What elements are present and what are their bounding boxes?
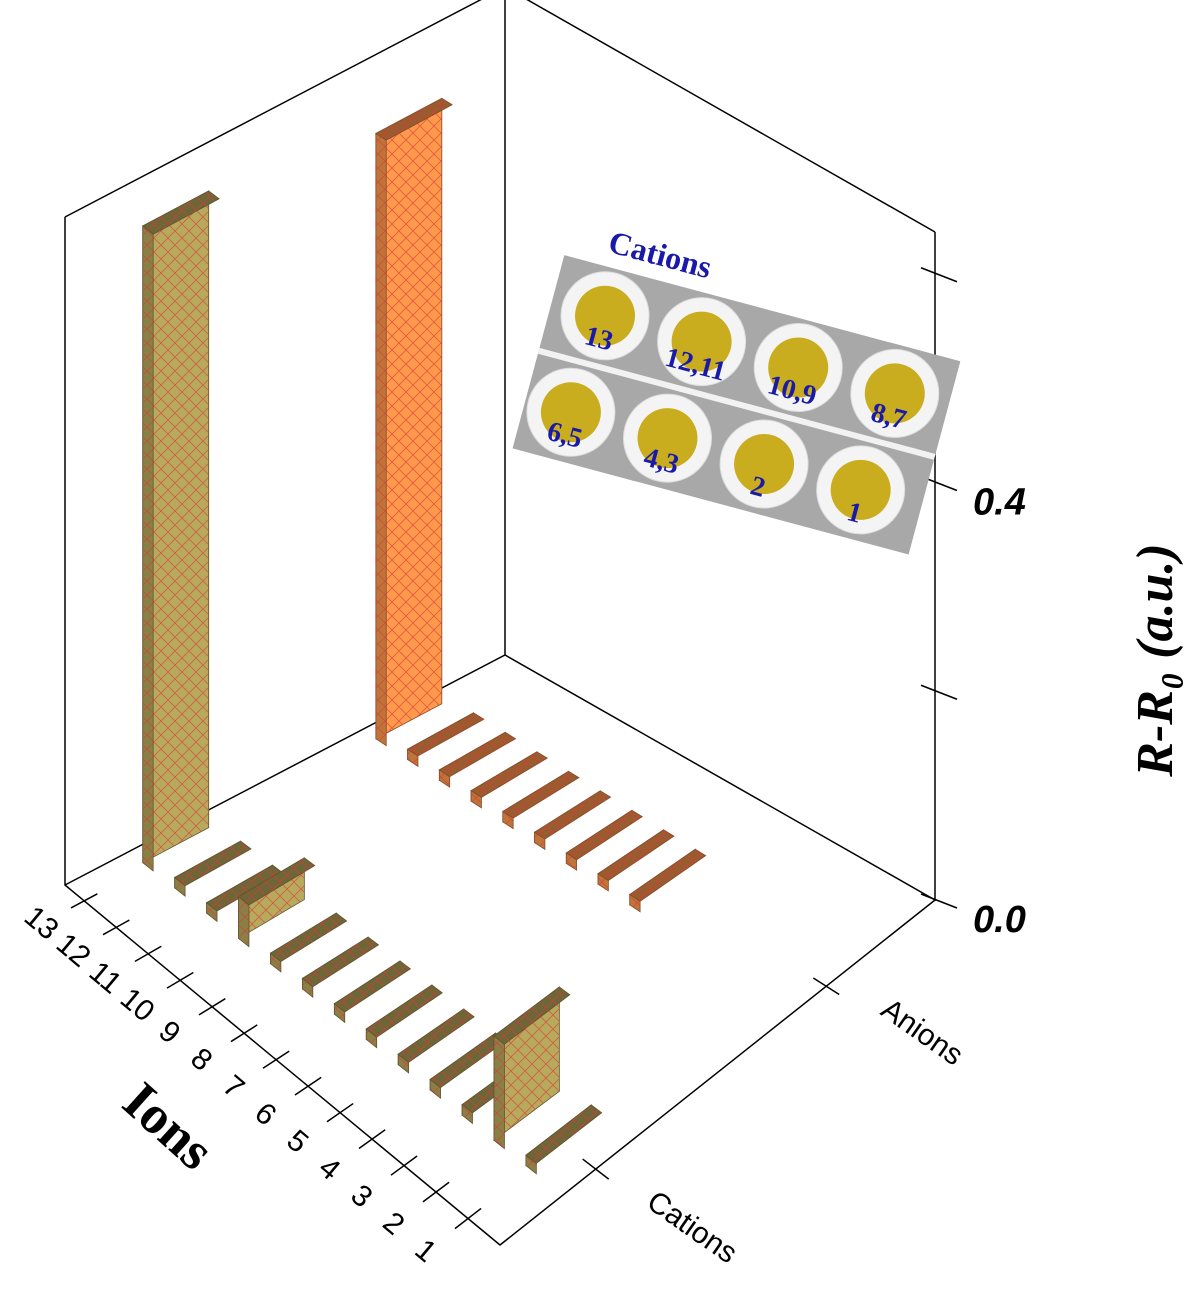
bar: [143, 191, 219, 871]
bar: [526, 1105, 602, 1174]
x-tick: [263, 1051, 289, 1068]
bar: [494, 987, 570, 1149]
bar-hatch: [143, 226, 153, 871]
depth-tick-label: Anions: [875, 993, 969, 1073]
x-tick: [199, 999, 225, 1015]
x-tick-label: 10: [114, 982, 161, 1029]
bar-hatch: [439, 732, 515, 776]
bar-hatch: [526, 1105, 602, 1164]
x-tick-label: 7: [216, 1069, 250, 1105]
z-tick-label: 0.4: [973, 482, 1026, 524]
x-tick-label: 9: [152, 1014, 186, 1050]
bar-hatch: [302, 937, 378, 987]
x-tick-label: 5: [280, 1124, 314, 1160]
x-tick: [167, 972, 193, 988]
x-tick-label: 2: [376, 1206, 410, 1242]
x-tick: [295, 1077, 321, 1095]
z-tick-label: 0.0: [973, 899, 1026, 941]
x-tick: [103, 920, 129, 935]
bar-hatch: [494, 1036, 504, 1149]
axis-frame: [65, 0, 935, 232]
bar-hatch: [366, 985, 442, 1037]
bar-hatch: [471, 752, 547, 798]
bar-hatch: [408, 713, 484, 756]
x-tick-label: 8: [184, 1042, 218, 1078]
x-tick-label: 11: [83, 955, 128, 1000]
depth-tick-label: Cations: [641, 1185, 743, 1270]
x-tick-label: 4: [312, 1151, 346, 1187]
x-tick: [359, 1130, 385, 1149]
bar-hatch: [376, 133, 386, 745]
x-tick-label: 12: [50, 927, 97, 974]
chart: R-R₀ (a.u.) Ions 0.00.412345678910111213…: [0, 0, 1193, 1288]
bar-hatch: [270, 913, 346, 961]
x-tick-label: 3: [344, 1178, 378, 1214]
depth-tick: [813, 978, 839, 994]
z-tick: [921, 268, 957, 282]
bar: [376, 98, 452, 745]
x-tick-label: 13: [18, 900, 65, 947]
bar-hatch: [175, 841, 251, 886]
x-tick: [71, 894, 97, 908]
x-tick: [135, 946, 161, 961]
z-axis-label: R-R₀ (a.u.): [1127, 543, 1184, 777]
x-tick: [327, 1104, 353, 1122]
bar-hatch: [334, 961, 410, 1012]
x-tick-label: 1: [408, 1233, 442, 1269]
x-axis-label: Ions: [112, 1070, 226, 1181]
bar-hatch: [398, 1009, 474, 1062]
z-tick: [921, 685, 957, 699]
x-tick: [231, 1025, 257, 1042]
x-tick-label: 6: [248, 1096, 282, 1132]
